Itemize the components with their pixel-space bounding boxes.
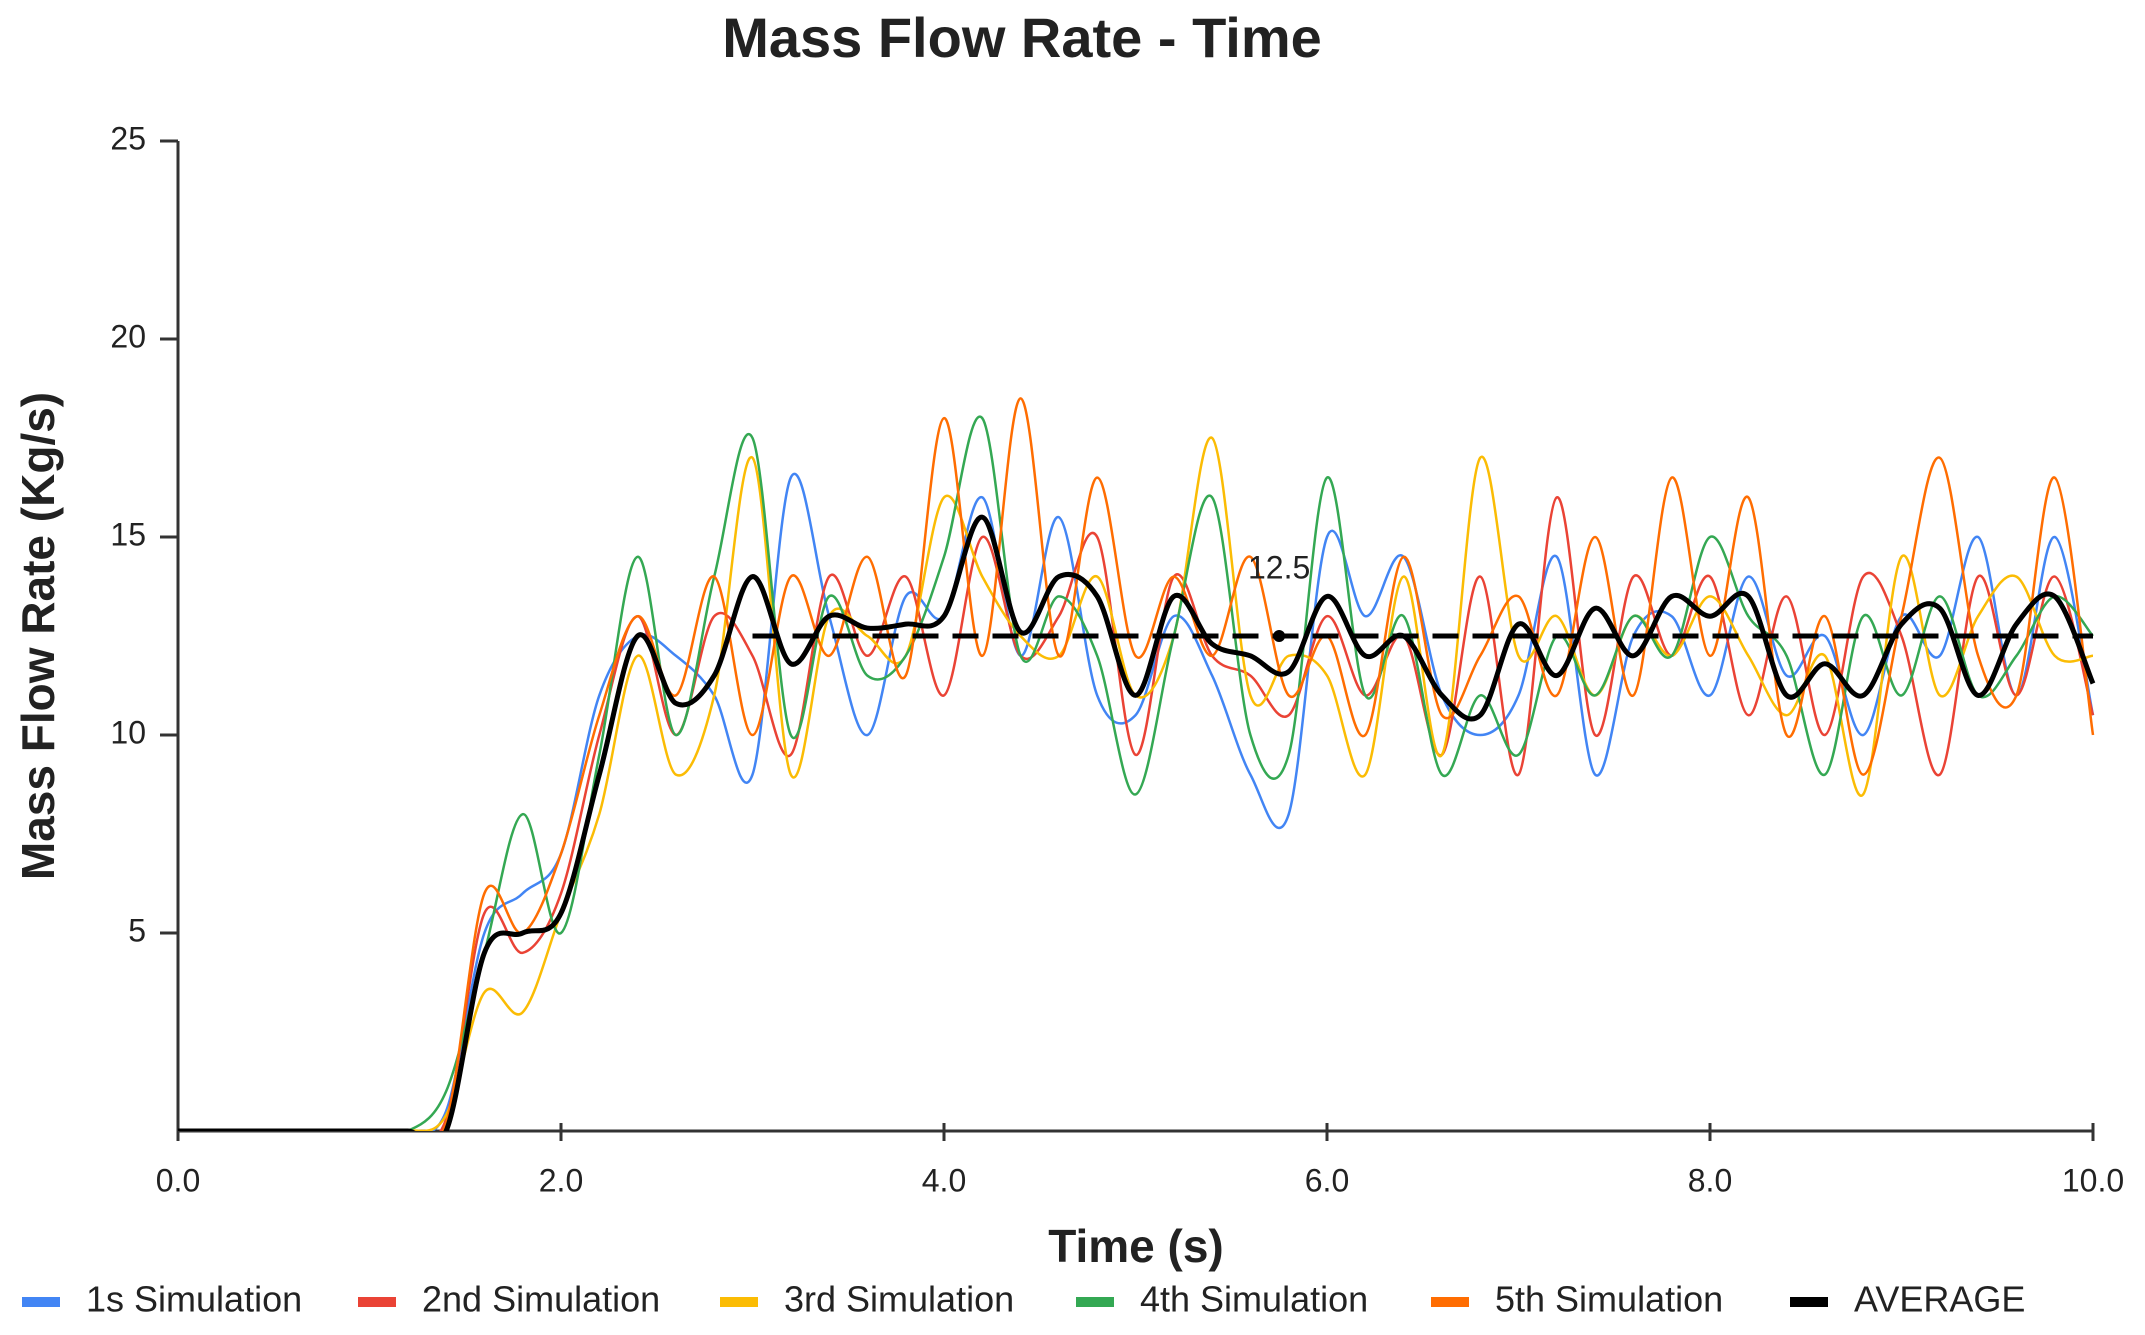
legend-label: 4th Simulation: [1140, 1279, 1368, 1320]
y-tick-label: 5: [128, 912, 146, 948]
legend-label: 2nd Simulation: [422, 1279, 660, 1320]
series-line: [178, 496, 2095, 1131]
y-tick-label: 20: [110, 318, 146, 354]
y-tick-label: 25: [110, 120, 146, 156]
x-tick-label: 4.0: [922, 1162, 966, 1198]
y-tick-label: 15: [110, 516, 146, 552]
legend-swatch: [1431, 1297, 1469, 1307]
legend-swatch: [358, 1297, 396, 1307]
legend-swatch: [1076, 1297, 1114, 1307]
x-tick-label: 8.0: [1688, 1162, 1732, 1198]
x-tick-label: 2.0: [539, 1162, 583, 1198]
legend-swatch: [22, 1297, 60, 1307]
reference-point: [1273, 630, 1286, 642]
series-line: [178, 514, 2096, 1131]
x-tick-label: 0.0: [156, 1162, 200, 1198]
x-tick-label: 6.0: [1305, 1162, 1349, 1198]
y-axis-title: Mass Flow Rate (Kg/s): [12, 392, 64, 880]
chart-title: Mass Flow Rate - Time: [722, 6, 1322, 69]
legend-label: 5th Simulation: [1495, 1279, 1723, 1320]
series-line: [178, 397, 2095, 1131]
legend-swatch: [720, 1297, 758, 1307]
x-tick-label: 10.0: [2062, 1162, 2124, 1198]
legend-label: AVERAGE: [1854, 1279, 2025, 1320]
reference-label: 12.5: [1248, 549, 1310, 585]
legend-swatch: [1790, 1297, 1828, 1307]
legend-label: 3rd Simulation: [784, 1279, 1014, 1320]
x-axis-title: Time (s): [1048, 1220, 1224, 1272]
y-tick-label: 10: [110, 714, 146, 750]
series-line: [178, 415, 2094, 1131]
legend-label: 1s Simulation: [86, 1279, 302, 1320]
